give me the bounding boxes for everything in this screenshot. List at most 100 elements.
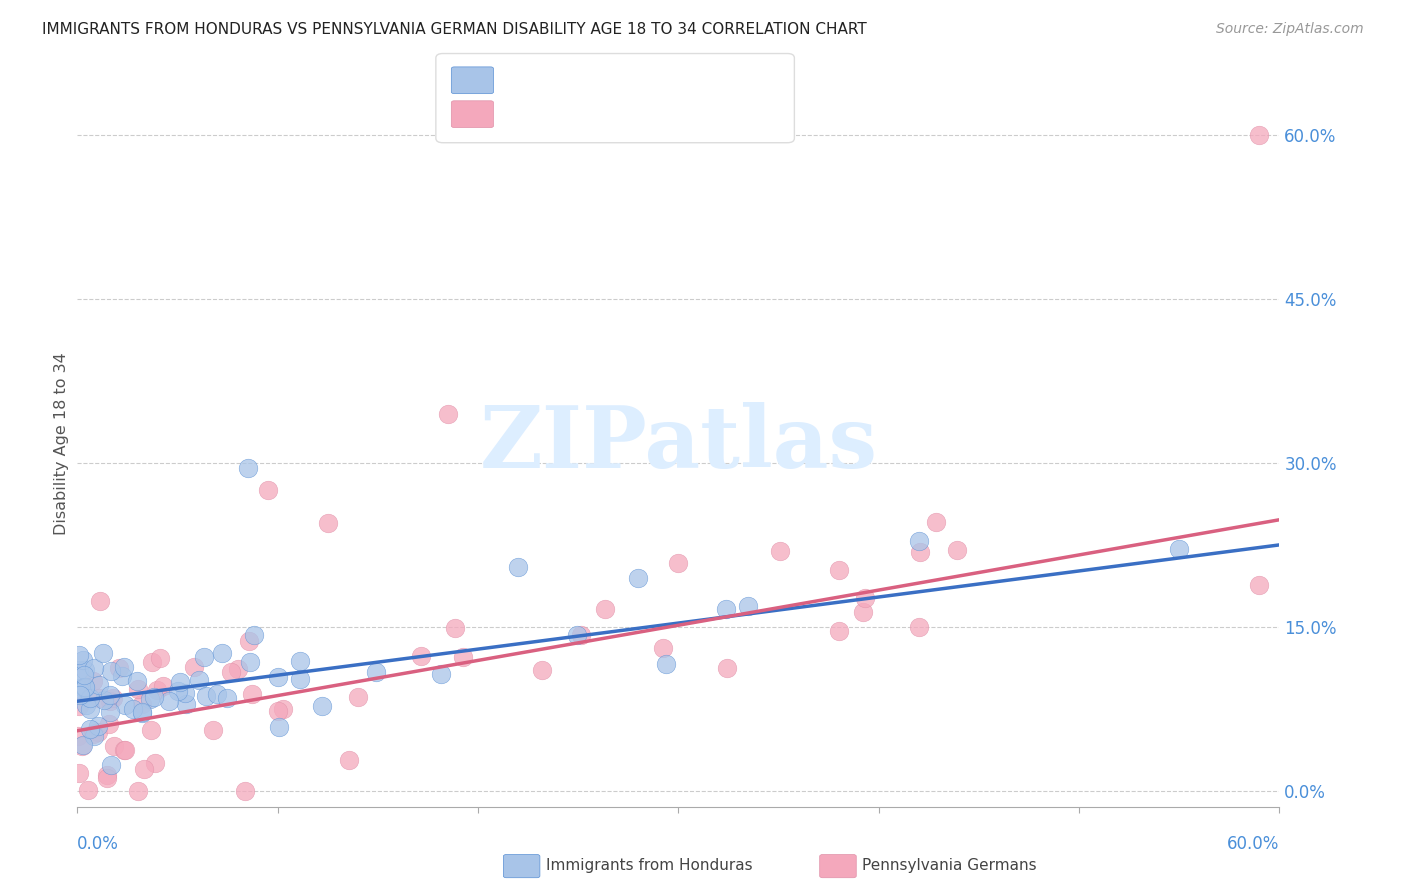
Point bbox=[593, 602, 616, 616]
Point bbox=[131, 706, 153, 720]
Point bbox=[269, 720, 291, 734]
Point bbox=[908, 620, 931, 634]
Point bbox=[451, 650, 474, 665]
Point bbox=[87, 718, 110, 732]
Point bbox=[89, 678, 111, 692]
Point bbox=[93, 646, 115, 660]
Point bbox=[339, 753, 361, 767]
Point bbox=[98, 717, 121, 731]
Point bbox=[83, 661, 105, 675]
Point bbox=[205, 687, 228, 701]
Point bbox=[108, 661, 131, 675]
Point bbox=[194, 689, 217, 703]
Point bbox=[853, 591, 876, 605]
Point bbox=[146, 682, 169, 697]
Point bbox=[125, 673, 148, 688]
Point bbox=[143, 690, 166, 705]
Point bbox=[66, 729, 89, 743]
Point bbox=[311, 698, 333, 713]
Point bbox=[908, 545, 931, 559]
Point bbox=[236, 461, 259, 475]
Point bbox=[96, 768, 118, 782]
Point bbox=[73, 681, 96, 695]
Point bbox=[908, 533, 931, 548]
Point bbox=[67, 766, 90, 780]
Point bbox=[174, 697, 197, 711]
Point bbox=[925, 515, 948, 529]
Point bbox=[201, 723, 224, 737]
Point bbox=[76, 782, 98, 797]
Point bbox=[73, 664, 96, 678]
Point bbox=[103, 739, 125, 754]
Point bbox=[143, 756, 166, 771]
Point bbox=[1249, 128, 1271, 142]
Point bbox=[82, 673, 104, 688]
Y-axis label: Disability Age 18 to 34: Disability Age 18 to 34 bbox=[53, 352, 69, 535]
Point bbox=[96, 771, 118, 785]
Point bbox=[444, 621, 467, 635]
Point bbox=[716, 661, 738, 675]
Point bbox=[271, 702, 294, 716]
Point bbox=[567, 628, 589, 642]
Point bbox=[288, 654, 311, 668]
Point bbox=[72, 739, 94, 753]
Point bbox=[100, 706, 122, 720]
Point bbox=[83, 729, 105, 743]
Point bbox=[239, 655, 262, 669]
Point bbox=[89, 691, 111, 706]
Point bbox=[87, 724, 110, 739]
Point bbox=[737, 599, 759, 613]
Point bbox=[72, 681, 94, 695]
Point bbox=[101, 690, 124, 705]
Point bbox=[169, 675, 191, 690]
Point bbox=[112, 743, 135, 757]
Point bbox=[148, 650, 170, 665]
Point bbox=[187, 673, 209, 688]
Point bbox=[100, 665, 122, 679]
Point bbox=[69, 681, 91, 696]
Point bbox=[828, 563, 851, 577]
Point bbox=[193, 649, 215, 664]
Point bbox=[211, 646, 233, 660]
Text: R = 0.346    N = 63: R = 0.346 N = 63 bbox=[502, 70, 678, 88]
Point bbox=[429, 667, 451, 681]
Point bbox=[131, 697, 153, 711]
Point bbox=[67, 648, 90, 662]
Point bbox=[134, 762, 156, 776]
Point bbox=[215, 691, 238, 706]
Text: 0.0%: 0.0% bbox=[77, 835, 120, 853]
Point bbox=[256, 483, 278, 498]
Point bbox=[114, 698, 136, 712]
Point bbox=[131, 705, 153, 719]
Text: R = 0.365    N = 63: R = 0.365 N = 63 bbox=[502, 104, 678, 122]
Point bbox=[267, 670, 290, 684]
Point bbox=[139, 692, 162, 706]
Point bbox=[668, 556, 690, 570]
Point bbox=[364, 665, 387, 679]
Point bbox=[1168, 541, 1191, 556]
Point bbox=[945, 543, 967, 558]
Point bbox=[531, 664, 554, 678]
Point bbox=[82, 727, 104, 741]
Point bbox=[652, 640, 675, 655]
Point bbox=[89, 594, 111, 608]
Point bbox=[243, 628, 266, 642]
Point bbox=[72, 653, 94, 667]
Point bbox=[828, 624, 851, 638]
Point bbox=[238, 634, 260, 648]
Text: 60.0%: 60.0% bbox=[1227, 835, 1279, 853]
Point bbox=[75, 698, 97, 713]
Point bbox=[219, 665, 242, 679]
Point bbox=[98, 694, 121, 708]
Point bbox=[437, 407, 460, 421]
Point bbox=[655, 657, 678, 671]
Point bbox=[127, 681, 149, 696]
Point bbox=[508, 559, 530, 574]
Point bbox=[98, 688, 121, 702]
Text: Pennsylvania Germans: Pennsylvania Germans bbox=[862, 858, 1036, 872]
Point bbox=[141, 723, 163, 737]
Point bbox=[93, 692, 115, 706]
Point bbox=[67, 699, 90, 714]
Point bbox=[173, 686, 195, 700]
Point bbox=[627, 571, 650, 585]
